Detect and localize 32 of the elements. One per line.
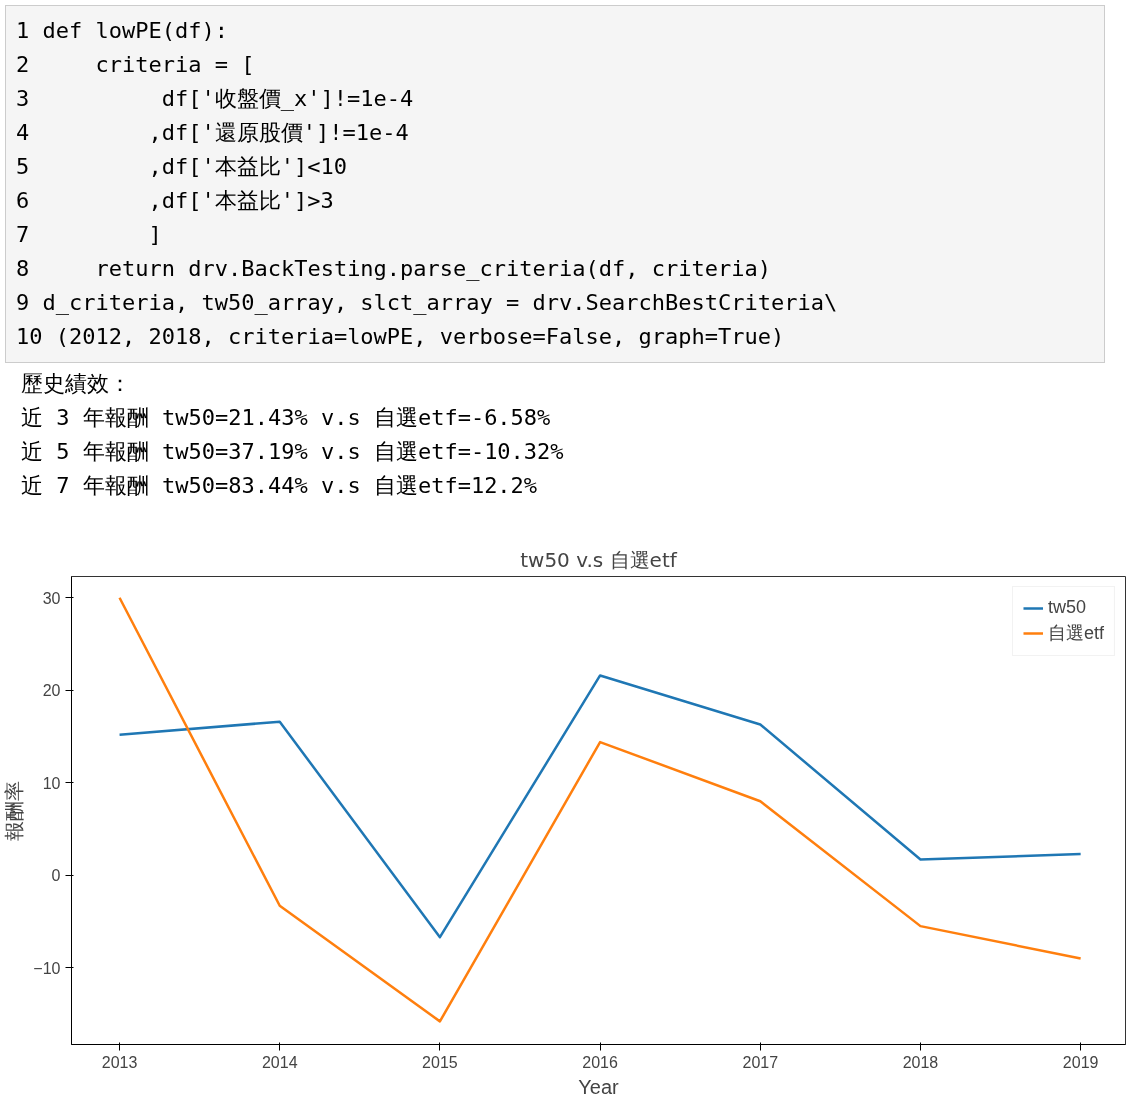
x-axis-title: Year	[578, 1075, 620, 1098]
legend-label: tw50	[1047, 597, 1087, 618]
x-tick-label: 2016	[582, 1053, 618, 1071]
x-tick-label: 2013	[101, 1053, 138, 1071]
text: 3 df['收盤價_x']!=1e-4	[16, 85, 415, 113]
line-series	[118, 674, 1082, 939]
text: 4 ,df['還原股價']!=1e-4	[16, 119, 410, 147]
x-tick-label: 2019	[1062, 1053, 1099, 1071]
text: 近 3 年報酬 tw50=21.43% v.s 自選etf=-6.58%	[21, 404, 552, 432]
text: 10 (2012, 2018, criteria=lowPE, verbose=False, graph=True)	[16, 323, 786, 351]
text: 近 7 年報酬 tw50=83.44% v.s 自選etf=12.2%	[21, 472, 539, 500]
text: 1 def lowPE(df):	[16, 17, 229, 45]
x-tick-label: 2017	[742, 1053, 779, 1071]
y-tick-label: 30	[42, 589, 61, 607]
text: 歷史績效：	[21, 370, 132, 398]
text: 2 criteria = [	[16, 51, 256, 79]
x-tick-label: 2015	[422, 1053, 458, 1071]
legend-label: 自選etf	[1047, 622, 1104, 645]
x-tick-label: 2018	[902, 1053, 939, 1071]
chart-title: tw50 v.s 自選etf	[520, 547, 678, 572]
text: 6 ,df['本益比']>3	[16, 187, 335, 215]
y-axis-title: 報酬率	[3, 780, 26, 841]
text: 8 return drv.BackTesting.parse_criteria(df, criteria)	[16, 255, 772, 283]
text: 5 ,df['本益比']<10	[16, 153, 348, 181]
text: 7 ]	[16, 221, 163, 249]
y-tick-label: 10	[42, 774, 61, 792]
text: 近 5 年報酬 tw50=37.19% v.s 自選etf=-10.32%	[21, 438, 565, 466]
x-tick-label: 2014	[261, 1053, 298, 1071]
y-tick-label: 20	[42, 682, 61, 700]
text: 9 d_criteria, tw50_array, slct_array = drv.SearchBestCriteria\	[16, 289, 839, 317]
y-tick-label: −10	[33, 959, 61, 977]
y-tick-label: 0	[51, 867, 61, 885]
